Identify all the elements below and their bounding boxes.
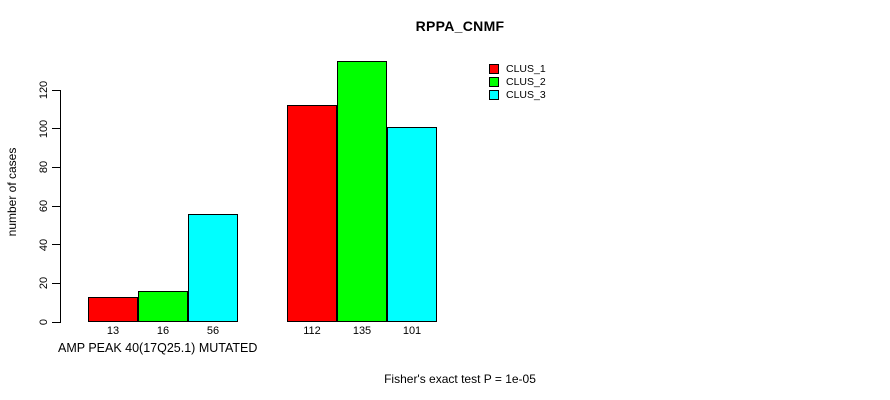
y-tick-mark-40 [52,244,60,246]
bar-clus_1-group-1 [88,297,138,322]
y-tick-mark-80 [52,166,60,168]
y-tick-mark-60 [52,205,60,207]
bar-value-label-clus_3-group-1: 56 [206,325,220,337]
bar-clus_1-group-2 [287,105,337,322]
bar-clus_3-group-1 [188,214,238,322]
legend-swatch-clus-2 [489,76,499,87]
bar-clus_3-group-2 [387,127,437,322]
y-tick-label-40: 40 [38,238,50,251]
legend: CLUS_1 CLUS_2 CLUS_3 [489,62,546,101]
legend-swatch-clus-3 [489,89,499,100]
y-tick-label-0: 0 [38,318,50,326]
y-tick-mark-120 [52,89,60,91]
bar-value-label-clus_1-group-1: 13 [106,325,120,337]
y-tick-mark-100 [52,128,60,130]
y-tick-mark-20 [52,282,60,284]
bar-value-label-clus_1-group-2: 112 [303,325,321,337]
legend-swatch-clus-1 [489,63,499,74]
legend-label-clus-1: CLUS_1 [506,62,546,75]
bar-clus_2-group-1 [138,291,188,322]
bar-clus_2-group-2 [337,61,387,322]
y-axis-label: number of cases [5,147,19,237]
y-tick-label-120: 120 [38,80,50,100]
bar-value-label-clus_2-group-2: 135 [352,325,372,337]
legend-label-clus-2: CLUS_2 [506,75,546,88]
legend-item-clus-2: CLUS_2 [489,75,546,88]
y-tick-mark-0 [52,321,60,323]
y-axis-line [60,90,61,323]
y-tick-label-60: 60 [38,199,50,213]
bar-value-label-clus_3-group-2: 101 [402,325,422,337]
y-tick-label-80: 80 [38,161,50,174]
fishers-test-footnote: Fisher's exact test P = 1e-05 [384,372,536,386]
y-tick-label-20: 20 [38,277,50,290]
legend-item-clus-1: CLUS_1 [489,62,546,75]
legend-item-clus-3: CLUS_3 [489,88,546,101]
chart-title: RPPA_CNMF [415,18,505,34]
legend-label-clus-3: CLUS_3 [506,88,546,101]
bar-value-label-clus_2-group-1: 16 [156,325,170,337]
y-tick-label-100: 100 [38,119,50,138]
x-axis-label: AMP PEAK 40(17Q25.1) MUTATED [58,341,258,355]
